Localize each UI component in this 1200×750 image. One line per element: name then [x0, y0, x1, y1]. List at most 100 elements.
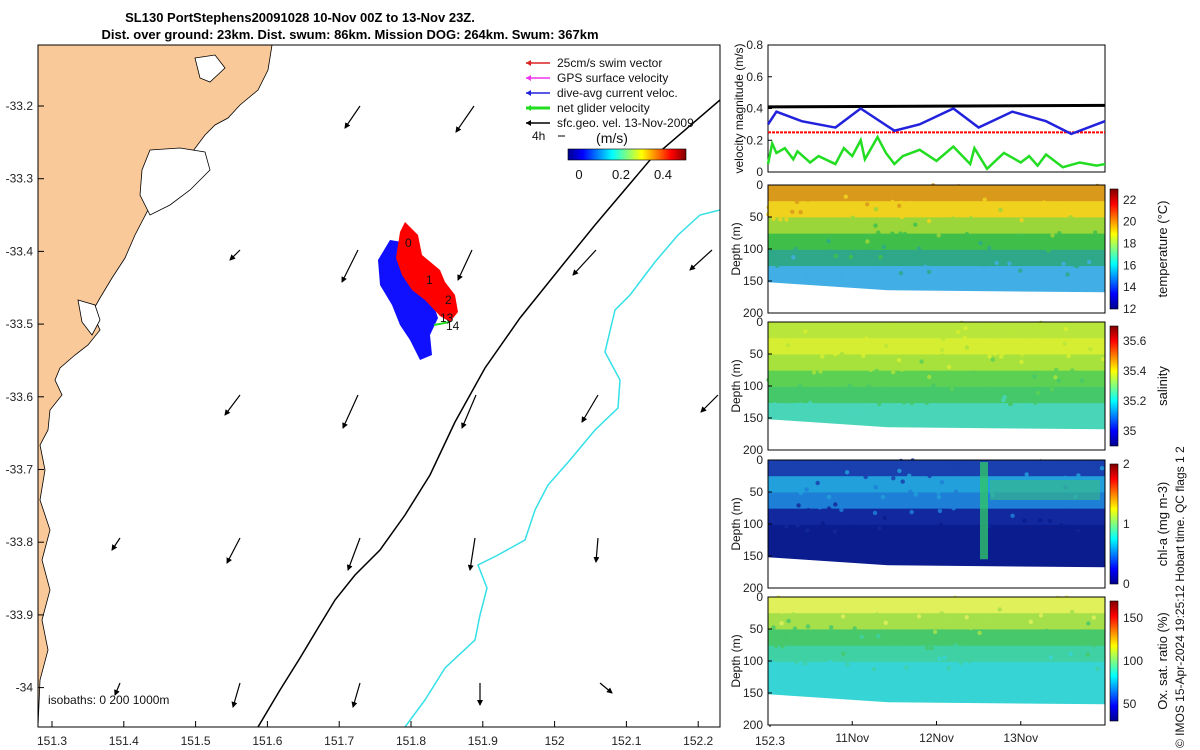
- heatmap-point: [839, 507, 844, 512]
- map-y-tick-label: -33.7: [6, 463, 34, 477]
- velocity-vectors: [111, 105, 719, 708]
- map-x-ticks: 151.3 151.4 151.5 151.6 151.7 151.8 151.9 152 15…: [37, 721, 785, 748]
- heatmap-point: [1032, 374, 1037, 379]
- heatmap-point: [926, 218, 932, 224]
- heatmap-point: [870, 663, 875, 668]
- heatmap-point: [879, 386, 885, 392]
- heatmap-colorbar-tick: 35.6: [1123, 334, 1147, 348]
- heatmap-point: [1091, 642, 1097, 648]
- heatmap-point: [963, 325, 968, 331]
- heatmap-point: [1074, 510, 1080, 515]
- heatmap-point: [859, 634, 864, 640]
- heatmap-point: [778, 217, 783, 222]
- heatmap-point: [959, 320, 964, 326]
- heatmap-point: [779, 274, 784, 279]
- heatmap-colorbar-tick: 0: [1123, 577, 1130, 591]
- heatmap-point: [874, 368, 879, 374]
- heatmap-point: [937, 656, 942, 661]
- heatmap-point: [1018, 268, 1023, 273]
- heatmap-point: [794, 536, 799, 541]
- map-y-tick-label: -33.2: [6, 99, 34, 113]
- heatmap-point: [815, 480, 820, 486]
- heatmap-point: [880, 258, 885, 263]
- heatmap-point: [782, 412, 787, 417]
- heatmap-point: [850, 215, 855, 220]
- chl-bloom-column: [980, 462, 988, 560]
- heatmap-point: [805, 528, 810, 533]
- heatmap-point: [946, 364, 952, 370]
- heatmap-point: [823, 550, 828, 555]
- heatmap-point: [827, 386, 832, 392]
- heatmap-point: [913, 492, 919, 497]
- heatmap-point: [924, 381, 929, 386]
- heatmap-point: [1065, 272, 1070, 277]
- heatmap-panel: 0 50 100 150 200 Depth (m) 12 14 16 18 20 22 tempera…: [729, 178, 1170, 320]
- heatmap-point: [929, 205, 935, 210]
- heatmap-point: [908, 663, 913, 668]
- map-x-tick-label: 151.7: [324, 734, 354, 748]
- track-label-13: 13: [440, 311, 454, 325]
- heatmap-point: [865, 202, 870, 207]
- heatmap-point: [882, 515, 887, 521]
- heatmap-point: [806, 508, 811, 513]
- heatmap-point: [1014, 653, 1020, 659]
- heatmap-point: [805, 278, 811, 284]
- map-x-tick-label: 151.4: [109, 734, 139, 748]
- credit-text: © IMOS 15-Apr-2024 19:25:12 Hobart time.…: [1173, 446, 1187, 748]
- heatmap-point: [941, 601, 946, 606]
- heatmap-point: [962, 335, 968, 341]
- heatmap-point: [997, 668, 1002, 673]
- heatmap-point: [832, 460, 837, 465]
- heatmap-point: [895, 538, 900, 543]
- velocity-arrow: [455, 105, 475, 133]
- heatmap-point: [1012, 226, 1017, 232]
- heatmap-y-axis-label: Depth (m): [729, 634, 743, 687]
- heatmap-point: [1077, 521, 1082, 526]
- heatmap-point: [1001, 398, 1006, 403]
- heatmap-point: [936, 233, 941, 238]
- heatmap-point: [867, 209, 873, 214]
- heatmap-point: [891, 476, 896, 481]
- heatmap-point: [960, 459, 966, 465]
- velocity-arrow: [231, 682, 241, 708]
- heatmap-point: [881, 533, 886, 538]
- heatmap-point: [967, 324, 972, 329]
- heatmap-point: [772, 402, 777, 407]
- heatmap-point: [1024, 472, 1029, 477]
- heatmap-point: [1011, 330, 1016, 335]
- heatmap-point: [924, 645, 930, 650]
- heatmap-point: [1022, 640, 1027, 645]
- heatmap-point: [964, 231, 970, 237]
- heatmap-colorbar-tick: 22: [1123, 193, 1137, 207]
- heatmap-below-seafloor: [768, 282, 1105, 313]
- heatmap-point: [897, 203, 902, 208]
- track-red: [396, 222, 458, 322]
- heatmap-point: [896, 358, 902, 363]
- port-stephens-inlet: [139, 147, 211, 216]
- heatmap-point: [1046, 248, 1051, 253]
- velocity-y-tick-label: 0.4: [746, 102, 763, 116]
- heatmap-point: [954, 210, 959, 215]
- heatmap-point: [947, 632, 953, 637]
- heatmap-point: [772, 196, 777, 201]
- heatmap-point: [804, 275, 809, 280]
- map-x-tick-label: 152.1: [611, 734, 641, 748]
- heatmap-band: [768, 249, 1105, 268]
- heatmap-point: [1054, 367, 1059, 372]
- track-label-1: 1: [426, 273, 433, 287]
- heatmap-point: [859, 187, 864, 193]
- heatmap-point: [1054, 243, 1059, 249]
- map-y-tick-label: -33.5: [6, 317, 34, 331]
- heatmap-point: [963, 360, 968, 365]
- heatmap-point: [927, 473, 932, 479]
- heatmap-band: [768, 460, 1105, 478]
- heatmap-panel: 0 50 100 150 200 Depth (m) 35 35.2 35.4 35.6 salin…: [729, 315, 1170, 457]
- heatmap-point: [1095, 183, 1100, 189]
- heatmap-point: [802, 532, 807, 537]
- map-x-tick-label: 151.6: [252, 734, 282, 748]
- heatmap-point: [989, 672, 994, 678]
- heatmap-point: [1023, 381, 1029, 386]
- heatmap-point: [957, 324, 962, 330]
- heatmap-point: [1061, 201, 1066, 206]
